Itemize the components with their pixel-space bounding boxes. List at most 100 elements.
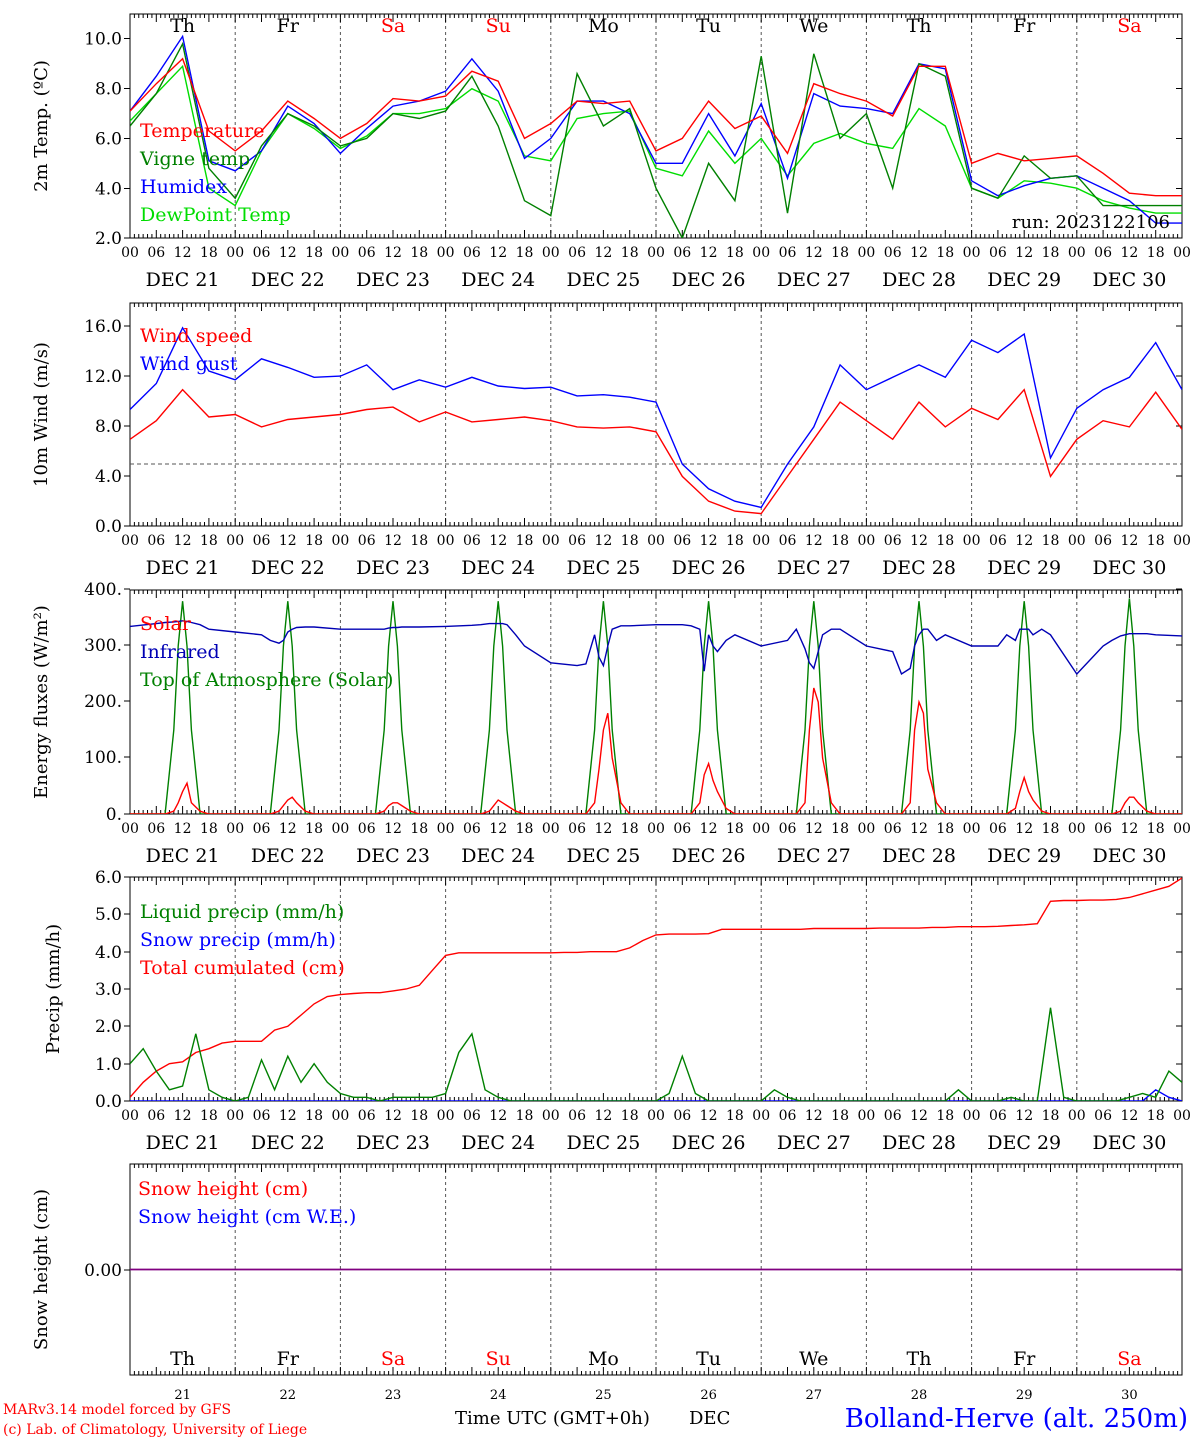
legend-entry: Solar <box>140 613 192 635</box>
hour-tick-label: 18 <box>831 1108 849 1124</box>
hour-tick-label: 06 <box>1094 1108 1112 1124</box>
date-label: DEC 30 <box>1092 845 1166 867</box>
hour-tick-label: 18 <box>831 245 849 261</box>
hour-tick-label: 12 <box>279 533 297 549</box>
date-label: DEC 21 <box>146 1132 220 1154</box>
hour-tick-label: 06 <box>673 245 691 261</box>
hour-tick-label: 00 <box>1173 245 1191 261</box>
hour-tick-label: 18 <box>516 245 534 261</box>
hour-tick-label: 12 <box>174 1108 192 1124</box>
hour-tick-label: 12 <box>594 1108 612 1124</box>
hour-tick-label: 06 <box>463 821 481 837</box>
hour-tick-label: 06 <box>884 821 902 837</box>
date-label: DEC 25 <box>566 557 640 579</box>
y-tick-label: 12.0 <box>84 367 122 387</box>
series-line <box>130 687 1182 814</box>
date-label: DEC 21 <box>146 557 220 579</box>
day-number-label: 22 <box>280 1388 297 1403</box>
y-axis-label: Energy fluxes (W/m²) <box>31 605 52 799</box>
hour-tick-label: 06 <box>568 821 586 837</box>
hour-tick-label: 00 <box>963 1108 981 1124</box>
hour-tick-label: 12 <box>489 533 507 549</box>
hour-tick-label: 18 <box>305 245 323 261</box>
legend-entry: Temperature <box>140 120 264 142</box>
y-axis-label: Precip (mm/h) <box>43 924 64 1054</box>
y-tick-label: 6.0 <box>95 868 122 888</box>
legend-entry: Wind speed <box>140 325 252 347</box>
hour-tick-label: 06 <box>884 533 902 549</box>
date-label: DEC 28 <box>882 269 956 291</box>
hour-tick-label: 06 <box>568 533 586 549</box>
hour-tick-label: 00 <box>1173 1108 1191 1124</box>
hour-tick-label: 00 <box>121 533 139 549</box>
y-tick-label: 5.0 <box>95 905 122 925</box>
weekday-label: Sa <box>1117 1348 1141 1370</box>
y-axis-label: Snow height (cm) <box>31 1189 52 1350</box>
weekday-label: Su <box>486 15 511 37</box>
hour-tick-label: 06 <box>779 821 797 837</box>
hour-tick-label: 06 <box>568 245 586 261</box>
series-line <box>130 1007 1182 1101</box>
hour-tick-label: 12 <box>384 821 402 837</box>
hour-tick-label: 06 <box>147 821 165 837</box>
hour-tick-label: 18 <box>516 1108 534 1124</box>
hour-tick-label: 12 <box>279 245 297 261</box>
legend-entry: DewPoint Temp <box>140 204 291 226</box>
plot-frame <box>129 589 1183 815</box>
hour-tick-label: 06 <box>884 245 902 261</box>
series-line <box>130 57 1182 197</box>
hour-tick-label: 06 <box>147 533 165 549</box>
date-label: DEC 29 <box>987 269 1061 291</box>
y-tick-label: 4.0 <box>95 467 122 487</box>
hour-tick-label: 00 <box>647 245 665 261</box>
legend-entry: Liquid precip (mm/h) <box>140 901 344 923</box>
hour-tick-label: 00 <box>1068 245 1086 261</box>
y-axis-label: 2m Temp. (ºC) <box>31 60 52 192</box>
hour-tick-label: 18 <box>936 533 954 549</box>
date-label: DEC 28 <box>882 845 956 867</box>
hour-tick-label: 18 <box>1042 245 1060 261</box>
date-label: DEC 27 <box>777 269 851 291</box>
hour-tick-label: 12 <box>910 1108 928 1124</box>
hour-tick-label: 06 <box>989 245 1007 261</box>
hour-tick-label: 12 <box>1015 245 1033 261</box>
weekday-label: We <box>799 15 828 37</box>
hour-tick-label: 00 <box>857 533 875 549</box>
hour-tick-label: 12 <box>1015 533 1033 549</box>
hour-tick-label: 06 <box>989 533 1007 549</box>
hour-tick-label: 12 <box>174 533 192 549</box>
hour-tick-label: 00 <box>647 821 665 837</box>
date-label: DEC 26 <box>672 1132 746 1154</box>
date-label: DEC 25 <box>566 845 640 867</box>
series-line <box>130 598 1182 814</box>
hour-tick-label: 18 <box>621 821 639 837</box>
credit-line-2: (c) Lab. of Climatology, University of L… <box>3 1422 307 1438</box>
hour-tick-label: 12 <box>384 533 402 549</box>
hour-tick-label: 18 <box>1147 533 1165 549</box>
weekday-label: Th <box>907 1348 932 1370</box>
y-tick-label: 0.0 <box>95 517 122 537</box>
weekday-label: Fr <box>1013 15 1036 37</box>
hour-tick-label: 12 <box>1120 533 1138 549</box>
legend-entry: Snow height (cm W.E.) <box>138 1206 356 1228</box>
hour-tick-label: 00 <box>542 821 560 837</box>
hour-tick-label: 18 <box>410 821 428 837</box>
y-tick-label: 0.0 <box>95 1092 122 1112</box>
hour-tick-label: 06 <box>673 533 691 549</box>
hour-tick-label: 12 <box>1120 245 1138 261</box>
hour-tick-label: 00 <box>542 533 560 549</box>
date-label: DEC 24 <box>461 269 535 291</box>
hour-tick-label: 18 <box>1042 533 1060 549</box>
weekday-label: Th <box>907 15 932 37</box>
hour-tick-label: 00 <box>1173 533 1191 549</box>
series-line <box>130 326 1182 509</box>
hour-tick-label: 06 <box>779 245 797 261</box>
series-line <box>130 877 1182 1098</box>
hour-tick-label: 18 <box>200 245 218 261</box>
weekday-label: Th <box>170 15 195 37</box>
date-label: DEC 24 <box>461 557 535 579</box>
hour-tick-label: 18 <box>410 1108 428 1124</box>
hour-tick-label: 18 <box>1147 1108 1165 1124</box>
y-tick-label: 0.00 <box>84 1261 122 1281</box>
